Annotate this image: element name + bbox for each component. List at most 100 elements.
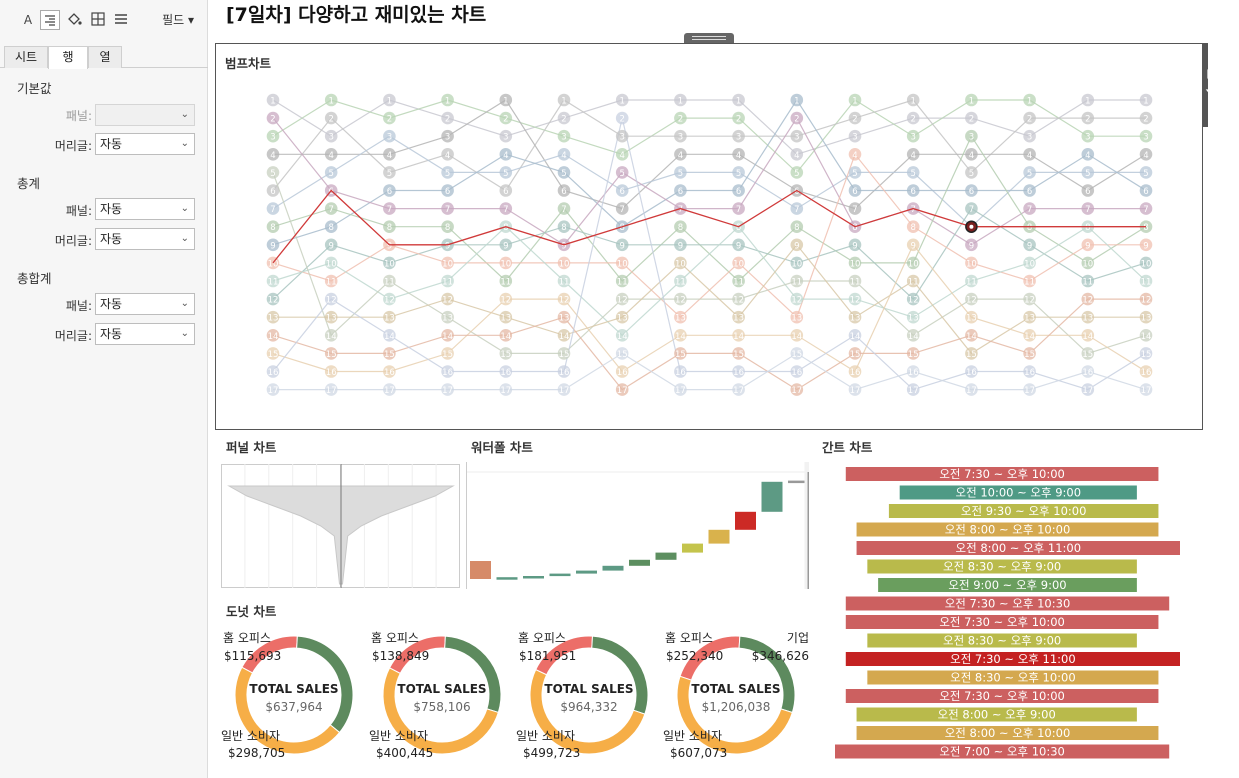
bump-point [906,329,920,342]
bump-point [615,93,629,107]
bump-point [266,148,280,161]
header-select-default[interactable]: 자동 ⌄ [95,133,195,155]
drag-handle[interactable] [684,33,734,43]
bump-point-label: 3 [1143,133,1148,143]
bump-point-label: 13 [675,314,686,324]
bump-point-label: 8 [270,223,275,233]
panel-label: 패널: [65,299,92,313]
bump-point-label: 2 [1143,115,1148,125]
tab-column[interactable]: 열 [88,46,122,68]
bump-point [383,202,396,215]
select-value: 자동 [100,202,123,216]
bump-point-label: 2 [619,115,624,125]
bump-point-label: 14 [850,332,861,342]
bump-point-label: 4 [910,151,915,161]
bump-point-label: 12 [500,296,511,306]
bump-point-label: 4 [969,151,974,161]
bump-point-label: 7 [969,205,974,215]
bump-point-label: 3 [794,133,799,143]
header-select-total[interactable]: 자동 ⌄ [95,228,195,250]
bump-chart-container[interactable]: 범프차트 1 2 3 4 5 6 7 8 9 10 11 12 13 14 15 16 17 1 2 3 4 5 6 7 8 9 1… [215,43,1203,430]
panel-select-grand[interactable]: 자동 ⌄ [95,293,195,315]
bump-point [324,329,338,342]
header-label: 머리글: [54,329,92,343]
bump-point [906,310,920,324]
bump-point [383,292,396,306]
lines-icon[interactable] [111,10,131,30]
chevron-down-icon: ⌄ [180,233,189,244]
tab-sheet[interactable]: 시트 [4,46,48,68]
bump-point-label: 3 [387,133,392,143]
bump-series-line [273,99,1147,210]
bump-point-label: 17 [559,386,570,396]
panel-select-default[interactable]: ⌄ [95,104,195,126]
bump-point-label: 5 [736,169,741,179]
panel-label: 패널: [65,109,92,123]
waterfall-total-bar [807,472,809,589]
bump-point [441,383,454,396]
bump-point-label: 15 [1141,350,1152,360]
bump-point [1139,148,1153,161]
field-label: 필드 [162,13,185,27]
bump-point-label: 7 [852,205,857,215]
donut-charts[interactable]: TOTAL SALES $637,964 홈 오피스 $115,693 일반 소비자 $2… [215,622,815,772]
bump-point [732,238,745,252]
bump-point [615,383,629,396]
bump-point-label: 3 [503,133,508,143]
bump-point [1139,329,1153,342]
table-icon[interactable] [88,10,108,30]
gantt-bar-label: 오전 9:30 ~ 오후 10:00 [961,504,1087,518]
bump-point [1081,129,1095,143]
bump-point-label: 9 [1085,241,1090,251]
header-select-grand[interactable]: 자동 ⌄ [95,323,195,345]
bump-point [1139,310,1153,324]
bump-point [557,184,571,197]
dashboard-title: [7일차] 다양하고 재미있는 차트 [226,4,487,26]
bump-point [674,93,687,107]
bump-point [674,111,687,125]
bump-point-label: 10 [500,259,511,269]
funnel-chart[interactable] [221,464,460,588]
text-icon[interactable]: A [23,13,33,27]
bump-point-label: 15 [791,350,802,360]
bump-point-label: 16 [559,368,570,378]
format-panel: A 필드 ▾ 시트 행 열 기본값 패널: ⌄ 머리글: 자동 ⌄ 총계 패널: … [0,0,208,778]
bump-point-label: 11 [908,278,919,288]
bump-point-label: 5 [1143,169,1148,179]
bump-point-label: 3 [561,133,566,143]
bump-point [441,365,454,378]
bump-point-label: 6 [445,187,450,197]
tab-strip: 시트 행 열 [0,46,208,69]
bump-point [499,166,513,179]
gantt-bar [845,689,1159,703]
tab-row[interactable]: 행 [48,46,88,69]
bump-point [732,111,745,125]
bump-point [557,148,571,161]
bump-point-label: 3 [445,133,450,143]
bump-series-line [272,99,1146,155]
bump-point-label: 17 [850,386,861,396]
bump-point [557,310,571,324]
bump-point [1139,93,1153,107]
bump-point-label: 2 [736,115,741,125]
page-scrollbar[interactable] [1208,0,1239,778]
waterfall-chart[interactable] [466,462,809,589]
bump-point [965,292,978,306]
bump-point-label: 15 [908,350,919,360]
bump-point-label: 15 [850,350,861,360]
bump-chart[interactable]: 1234567891011121314151617123456789101112… [216,44,1202,429]
align-icon[interactable] [40,10,60,30]
paint-bucket-icon[interactable] [64,10,84,30]
bump-point-label: 4 [445,151,450,161]
bump-point [1139,347,1153,360]
bump-point-label: 13 [850,314,861,324]
gantt-bar-label: 오전 8:00 ~ 오후 9:00 [938,708,1056,722]
panel-select-total[interactable]: 자동 ⌄ [95,198,195,220]
bump-point [1023,365,1036,378]
donut-center-title: TOTAL SALES [249,682,338,696]
bump-point [1081,256,1095,270]
bump-point-label: 7 [1085,205,1090,215]
bump-point-label: 6 [1027,187,1032,197]
field-dropdown[interactable]: 필드 ▾ [162,10,194,30]
gantt-chart[interactable]: 오전 7:30 ~ 오후 10:00 오전 10:00 ~ 오후 9:00 오전 9… [820,462,1200,762]
